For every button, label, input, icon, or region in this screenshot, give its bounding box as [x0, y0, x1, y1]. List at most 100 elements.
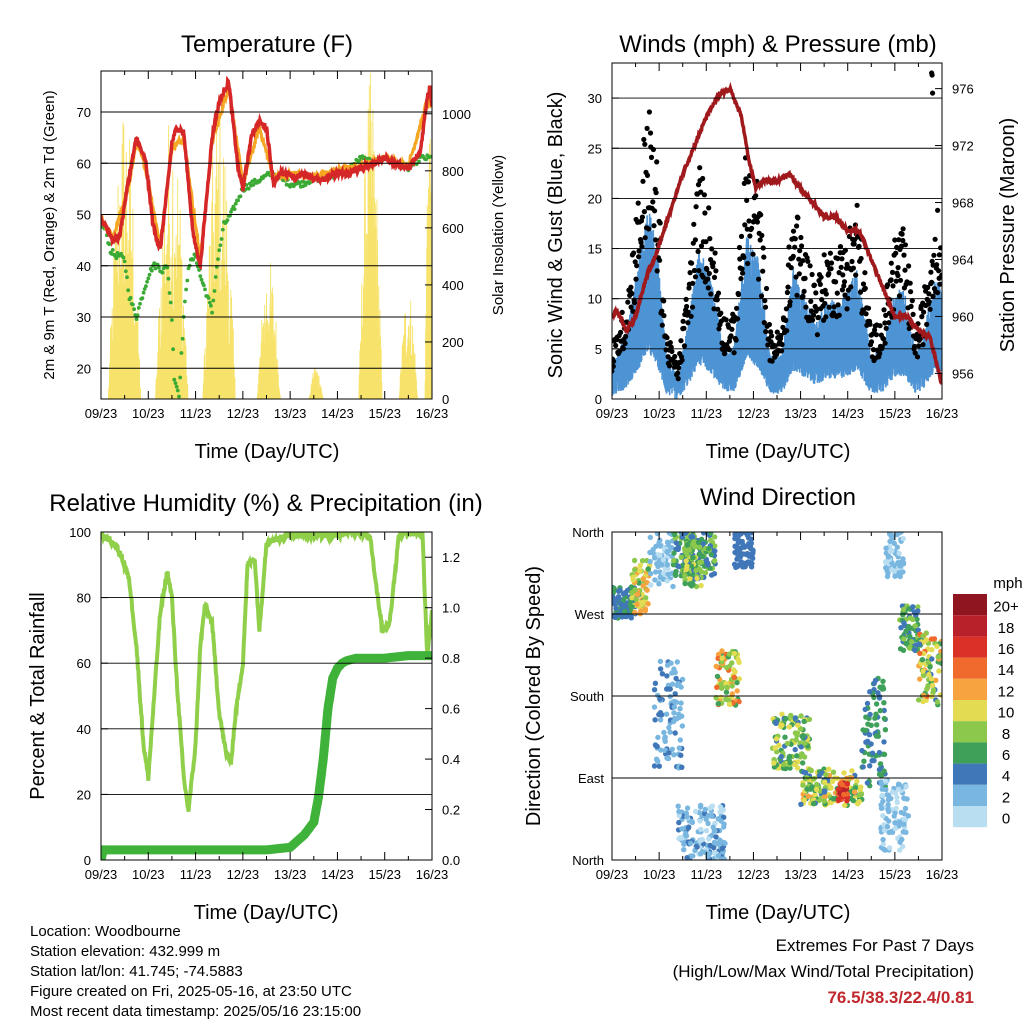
direction-point: [800, 782, 806, 788]
gust-point: [678, 338, 684, 344]
gust-point: [811, 282, 818, 288]
temperature-y2tick-label: 400: [442, 278, 464, 293]
direction-point: [859, 747, 865, 754]
gust-point: [632, 259, 638, 265]
gust-point: [698, 243, 705, 249]
gust-outlier-point: [929, 90, 936, 96]
direction-point: [676, 819, 682, 826]
winds-ytick-label: 5: [595, 342, 602, 357]
gust-point: [800, 293, 806, 299]
direction-point: [676, 835, 682, 842]
winds-y2tick-label: 968: [952, 196, 974, 211]
direction-point: [882, 847, 888, 853]
gust-point: [863, 311, 869, 317]
direction-point: [697, 544, 703, 550]
gust-point: [872, 327, 878, 333]
direction-point: [711, 571, 718, 577]
direction-point: [794, 753, 800, 759]
gust-point: [702, 210, 708, 216]
gust-point: [784, 289, 791, 296]
gust-point: [642, 141, 648, 147]
direction-point: [801, 769, 807, 775]
gust-point: [692, 237, 699, 243]
gust-point: [630, 308, 636, 314]
direction-point: [734, 679, 740, 686]
gust-point: [867, 321, 873, 327]
direction-point: [681, 847, 687, 853]
gust-point: [897, 277, 904, 283]
dewpoint-point: [144, 284, 148, 289]
location-text: Location: Woodbourne: [30, 923, 181, 940]
gust-point: [715, 290, 722, 296]
gust-point: [612, 368, 615, 374]
gust-point: [740, 270, 746, 276]
direction-point: [637, 562, 643, 569]
gust-point: [858, 255, 864, 262]
direction-point: [612, 594, 616, 600]
humidity-xtick-label: 14/23: [321, 867, 354, 882]
humidity-ytick-label: 20: [77, 787, 91, 802]
direction-point: [891, 813, 897, 819]
direction-point: [895, 786, 902, 792]
direction-point: [671, 710, 677, 716]
direction-point: [657, 658, 664, 665]
winds-xtick-label: 13/23: [784, 406, 817, 421]
direction-point: [863, 714, 869, 720]
gust-point: [750, 251, 756, 257]
gust-point: [926, 299, 932, 305]
humidity-xtick-label: 16/23: [416, 867, 449, 882]
direction-point: [788, 712, 794, 719]
direction-point: [881, 739, 887, 745]
gust-point: [848, 284, 854, 290]
legend-swatch: [953, 615, 987, 637]
direction-point: [884, 573, 891, 580]
direction-point: [640, 576, 646, 582]
direction-point: [893, 805, 899, 812]
gust-point: [651, 223, 657, 229]
direction-point: [648, 570, 654, 577]
dewpoint-point: [167, 291, 172, 295]
direction-point: [936, 668, 942, 674]
direction-point: [654, 757, 660, 763]
direction-point: [878, 805, 885, 811]
humidity-xtick-label: 15/23: [368, 867, 401, 882]
direction-point: [931, 636, 938, 642]
gust-point: [814, 332, 821, 338]
direction-point: [671, 666, 677, 672]
legend-label: 18: [998, 620, 1015, 637]
insolation-line: [358, 73, 383, 399]
direction-axes: 09/23 10/23 11/23 12/23 13/23 14/23 15/23 16/23…: [570, 525, 958, 882]
station-info: Location: Woodbourne Station elevation: …: [30, 922, 361, 1022]
direction-point: [655, 734, 661, 741]
direction-point: [896, 819, 903, 825]
gust-point: [808, 308, 815, 314]
legend-label: 14: [998, 662, 1015, 679]
gust-point: [893, 250, 899, 256]
gust-point: [827, 250, 834, 256]
gust-point: [648, 154, 655, 160]
gust-point: [666, 363, 673, 369]
direction-point: [886, 532, 893, 537]
direction-point: [811, 775, 817, 782]
temperature-ytick-label: 50: [77, 208, 91, 223]
extremes-subheading: (High/Low/Max Wind/Total Precipitation): [672, 962, 974, 981]
direction-point: [729, 691, 735, 697]
direction-point: [678, 554, 684, 560]
direction-point: [647, 534, 653, 541]
direction-point: [637, 568, 643, 574]
direction-point: [880, 841, 886, 847]
gust-point: [879, 344, 885, 350]
direction-point: [883, 565, 889, 571]
direction-point: [906, 623, 912, 630]
temperature-plot: [101, 73, 432, 399]
insolation-line: [308, 367, 324, 399]
direction-point: [651, 687, 658, 693]
direction-point: [920, 698, 926, 705]
insolation-line: [398, 300, 418, 399]
gust-point: [708, 291, 714, 297]
direction-point: [844, 781, 851, 787]
gust-point: [934, 262, 940, 268]
gust-point: [625, 299, 631, 305]
dewpoint-point: [126, 288, 131, 293]
direction-point: [651, 763, 658, 769]
